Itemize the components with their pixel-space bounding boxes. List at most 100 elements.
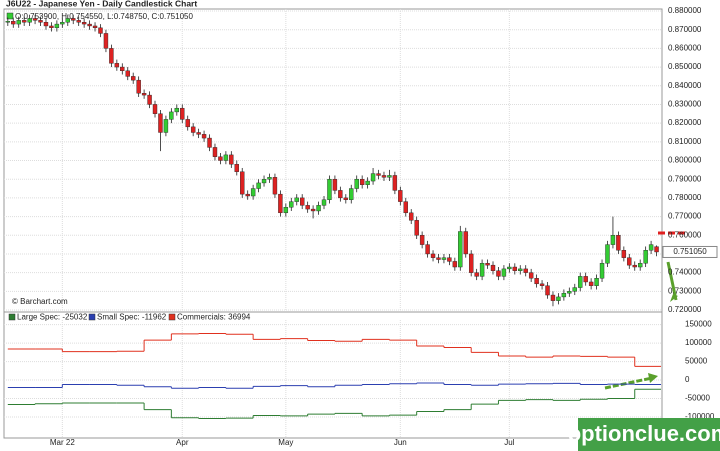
candle-body [572, 287, 577, 292]
candle-body [316, 205, 321, 212]
y-tick-label: 0.850000 [668, 62, 702, 71]
candle-body [523, 268, 528, 273]
candle-body [289, 201, 294, 208]
candle-body [452, 261, 458, 268]
candle-body [190, 126, 196, 133]
candle-body [458, 231, 463, 268]
candle-body [120, 66, 125, 71]
arrow-head [670, 294, 678, 302]
ohlc-label: O:0.753900, H:0.754550, L:0.748750, C:0.… [15, 12, 193, 21]
candle-body [256, 182, 261, 189]
candle-body [578, 276, 583, 288]
candle-body [223, 154, 229, 161]
candle-body [278, 193, 283, 214]
candle-body [605, 244, 610, 264]
candle-body [16, 20, 21, 25]
y-tick-label: 0.760000 [668, 230, 702, 239]
candle-body [229, 154, 234, 165]
candle-body [114, 63, 120, 68]
y-tick-label: 50000 [685, 357, 708, 366]
arrow-down [666, 261, 678, 301]
y-tick-label: 0.770000 [668, 212, 702, 221]
candle-body [81, 22, 87, 25]
candle-body [381, 175, 387, 178]
candle-body [409, 212, 414, 221]
candle-body [185, 119, 190, 128]
candle-body [158, 113, 163, 133]
candle-body [71, 18, 76, 21]
candle-body [610, 235, 616, 245]
candle-body [21, 20, 27, 23]
y-tick-label: 0 [685, 375, 690, 384]
candle-body [305, 205, 310, 210]
candle-body [512, 266, 518, 271]
candle-body [637, 263, 643, 268]
candle-body [245, 193, 250, 197]
candle-body [136, 79, 141, 94]
y-tick-label: 0.720000 [668, 305, 702, 314]
candle-body [32, 18, 38, 21]
candle-body [528, 272, 534, 279]
y-tick-label: -50000 [685, 394, 710, 403]
legend-swatch [168, 313, 176, 321]
y-tick-label: 100000 [685, 338, 712, 347]
candle-body [43, 22, 49, 27]
x-tick-label: May [278, 438, 293, 447]
candle-body [240, 171, 245, 195]
candle-body [496, 270, 501, 277]
candle-body [267, 177, 272, 180]
y-tick-label: -100000 [685, 412, 715, 421]
cot-frame [3, 311, 663, 439]
chart-title: J6U22 - Japanese Yen - Daily Candlestick… [6, 0, 197, 8]
y-tick-label: 0.870000 [668, 25, 702, 34]
candle-body [463, 231, 468, 255]
candle-body [354, 178, 359, 189]
candle-body [392, 175, 398, 191]
source: © Barchart.com [12, 297, 68, 306]
candle-body [414, 220, 419, 236]
candle-body [550, 294, 556, 301]
candle-body [387, 175, 392, 178]
y-tick-label: 0.740000 [668, 268, 702, 277]
candle-body [556, 296, 561, 301]
candle-body [599, 263, 605, 279]
candle-body [147, 94, 152, 105]
candle-body [321, 199, 327, 206]
y-tick-label: 0.840000 [668, 81, 702, 90]
candle-body [131, 76, 136, 81]
candle-body [234, 164, 239, 172]
candle-body [490, 264, 496, 271]
candle-body [299, 197, 305, 206]
legend-label: Commercials: 36994 [177, 313, 251, 322]
candle-body [430, 253, 436, 258]
candle-body [141, 93, 147, 96]
candle-body [163, 119, 169, 133]
candle-body [27, 18, 32, 23]
candle-body [425, 244, 430, 255]
candle-body [561, 292, 567, 298]
candle-body [627, 257, 632, 266]
candle-body [250, 188, 256, 197]
last-price-label: 0.751050 [673, 247, 707, 256]
candle-body [38, 20, 43, 23]
candle-body [310, 208, 316, 212]
y-tick-label: 0.860000 [668, 43, 702, 52]
candle-body [501, 268, 507, 277]
candle-body [87, 23, 92, 27]
candle-body [152, 104, 158, 114]
candle-body [109, 48, 114, 64]
candle-body [419, 235, 425, 245]
candle-body [594, 278, 599, 286]
watermark: optionclue.com [568, 421, 720, 446]
candle-body [398, 190, 403, 202]
ohlc-icon [6, 12, 14, 20]
candle-body [539, 283, 545, 286]
candle-body [272, 177, 278, 195]
candle-body [403, 201, 408, 214]
last-price: 0.751050 [662, 245, 718, 258]
y-tick-label: 150000 [685, 320, 712, 329]
candle-body [65, 18, 70, 23]
y-tick-label: 0.820000 [668, 118, 702, 127]
